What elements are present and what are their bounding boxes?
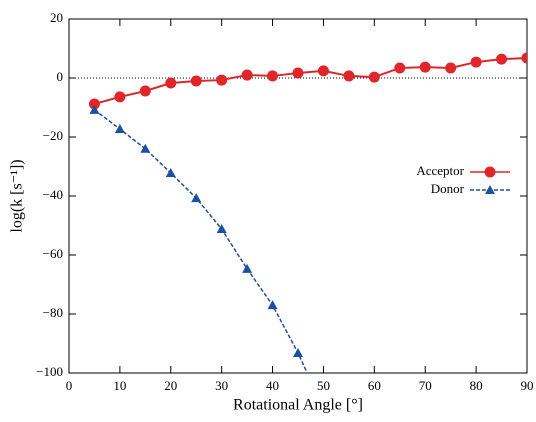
- marker: [293, 348, 303, 357]
- x-tick-label: 50: [317, 378, 330, 393]
- marker: [522, 52, 533, 63]
- x-tick-label: 90: [521, 378, 534, 393]
- x-tick-label: 0: [66, 378, 73, 393]
- chart: Rotational Angle [°] log(k [s⁻¹]) −100 −8…: [0, 0, 536, 417]
- x-tick-label: 70: [419, 378, 432, 393]
- y-tick-label: 20: [50, 10, 63, 25]
- marker: [216, 75, 227, 86]
- marker: [165, 78, 176, 89]
- x-axis-label: Rotational Angle [°]: [233, 397, 363, 414]
- x-tick-label: 80: [470, 378, 483, 393]
- y-tick-label: 0: [57, 69, 64, 84]
- marker: [369, 72, 380, 83]
- y-tick-label: −60: [43, 246, 63, 261]
- marker: [114, 91, 125, 102]
- legend-marker: [485, 167, 496, 178]
- x-tick-label: 20: [164, 378, 177, 393]
- legend-marker: [485, 185, 495, 194]
- marker: [471, 57, 482, 68]
- x-tick-label: 10: [113, 378, 126, 393]
- plot-area: [89, 52, 533, 412]
- marker: [191, 75, 202, 86]
- series-line: [94, 58, 527, 104]
- y-tick-label: −40: [43, 187, 63, 202]
- marker: [420, 62, 431, 73]
- marker: [140, 85, 151, 96]
- y-tick-label: −20: [43, 128, 63, 143]
- marker: [268, 300, 278, 309]
- marker: [267, 70, 278, 81]
- legend-label: Donor: [431, 181, 465, 196]
- y-tick-label: −100: [36, 364, 63, 379]
- marker: [242, 70, 253, 81]
- marker: [496, 54, 507, 65]
- marker: [343, 70, 354, 81]
- marker: [318, 65, 329, 76]
- x-tick-label: 40: [266, 378, 279, 393]
- y-tick-label: −80: [43, 305, 63, 320]
- marker: [445, 62, 456, 73]
- marker: [293, 67, 304, 78]
- x-tick-label: 30: [215, 378, 228, 393]
- marker: [166, 168, 176, 177]
- series-line: [94, 110, 323, 409]
- marker: [115, 124, 125, 133]
- marker: [242, 264, 252, 273]
- x-tick-label: 60: [368, 378, 381, 393]
- legend-label: Acceptor: [416, 163, 464, 178]
- marker: [394, 62, 405, 73]
- y-axis-label: log(k [s⁻¹]): [9, 159, 26, 232]
- marker: [140, 144, 150, 153]
